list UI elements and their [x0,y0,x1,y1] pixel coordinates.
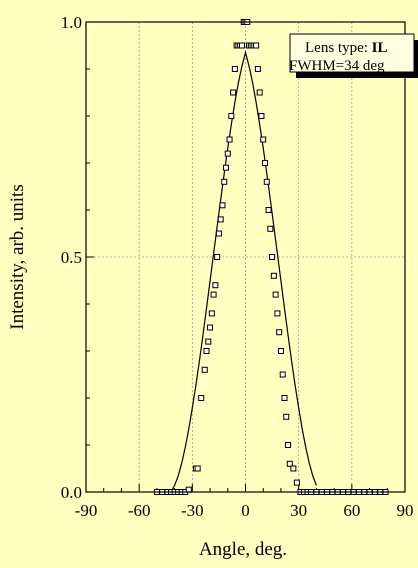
data-point [203,348,210,354]
data-point [198,395,205,401]
plot-data [153,19,389,495]
data-point [261,160,268,166]
data-point [201,366,208,373]
y-tick-label: 1.0 [61,13,82,32]
x-axis-label: Angle, deg. [199,539,287,560]
axis-ticks [85,21,406,493]
data-point [277,348,284,354]
data-point [217,216,224,223]
x-tick-label: -90 [75,501,98,520]
y-tick-label: 0.0 [61,483,82,502]
data-point [194,465,201,472]
x-tick-label: -60 [128,501,151,520]
legend-box: Lens type: IL FWHM=34 deg [289,33,418,78]
x-tick-label: 0 [241,501,250,520]
data-point [231,66,238,72]
data-point [223,164,230,171]
data-point [274,310,281,317]
data-point [263,178,270,185]
legend-fwhm: FWHM=34 deg [289,58,385,74]
x-tick-label: -30 [181,501,204,520]
data-point [272,291,279,298]
data-point [224,150,231,157]
data-point [279,371,286,378]
x-tick-label: 90 [397,501,414,520]
x-tick-label: 60 [343,501,360,520]
data-point [228,113,235,119]
grid [86,22,405,492]
data-point [258,113,265,119]
data-point [281,395,288,401]
fit-curve [170,50,317,493]
tick-labels: -90 -60 -30 0 30 60 90 0.0 0.5 1.0 [61,13,414,520]
data-point [207,324,214,331]
data-point [253,42,260,49]
data-point [293,479,300,486]
data-point [254,66,261,72]
data-point [208,310,215,317]
data-point [286,460,293,467]
data-point [219,202,226,209]
x-tick-label: 30 [290,501,307,520]
data-point [226,136,233,143]
data-point [265,207,272,213]
data-point [221,178,228,185]
data-point [283,413,290,420]
legend-lens-prefix: Lens type: [305,40,372,56]
legend-lens-type: IL [372,40,388,56]
data-point [210,291,217,298]
data-point [270,272,277,279]
plot-border [85,21,406,493]
data-point [238,42,245,49]
legend-line-1: Lens type: IL [305,40,388,56]
data-point [285,442,292,448]
y-tick-label: 0.5 [61,248,82,267]
plot-frame [85,21,406,493]
data-point [212,282,219,289]
data-point [230,89,237,96]
data-point [269,254,276,260]
data-point [290,465,297,472]
data-point [267,225,274,232]
data-point [214,254,221,260]
data-point [215,230,222,237]
data-point [205,338,212,345]
data-point [276,329,283,336]
data-point [256,89,263,96]
y-axis-label: Intensity, arb. units [7,184,28,329]
data-point [260,136,267,143]
